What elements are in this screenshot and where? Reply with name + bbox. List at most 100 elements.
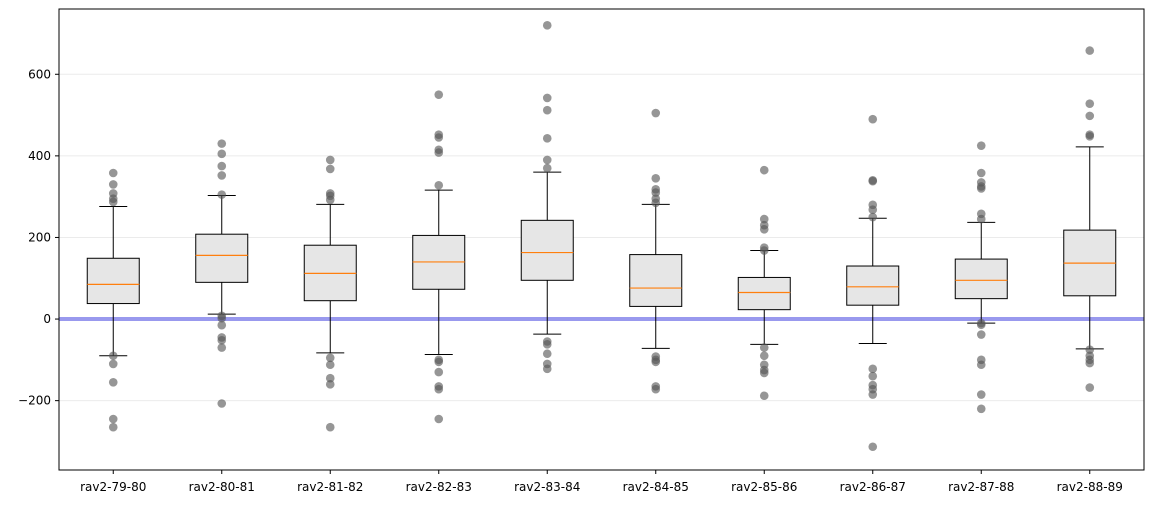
x-tick-label: rav2-88-89 [1057,480,1123,494]
box-rav2-82-83 [412,189,466,356]
plot-frame [58,8,1145,471]
outlier-point [542,93,552,103]
outlier-point [542,364,552,374]
x-tick-label: rav2-82-83 [406,480,472,494]
outlier-point [1085,383,1095,392]
outlier-point [108,168,118,178]
outlier-point [108,351,118,361]
outlier-point [217,335,227,345]
outlier-point [651,188,661,197]
outlier-point [108,180,118,189]
x-tick-label: rav2-80-81 [189,480,255,494]
box-rav2-84-85 [629,203,683,349]
outlier-point [542,105,552,115]
outlier-point [1085,131,1095,141]
outlier-point [651,384,661,394]
outlier-point [759,343,769,352]
outlier-point [325,164,335,174]
iqr-box [629,254,683,307]
outlier-point [542,155,552,165]
outlier-point [108,414,118,424]
y-tick-label: −200 [18,394,51,408]
outlier-point [434,367,444,377]
outlier-point [976,184,986,193]
x-tick-label: rav2-86-87 [840,480,906,494]
outliers-layer [108,21,1095,452]
outlier-point [868,176,878,186]
outlier-point [868,371,878,381]
outlier-point [434,357,444,367]
outlier-point [868,442,878,452]
outlier-point [1085,358,1095,368]
outlier-point [759,225,769,234]
x-tick-label: rav2-81-82 [297,480,363,494]
x-tick-label: rav2-87-88 [948,480,1014,494]
outlier-point [651,198,661,208]
box-rav2-81-82 [303,203,357,354]
outlier-point [542,340,552,349]
outlier-point [759,351,769,361]
outlier-point [651,108,661,118]
box-rav2-83-84 [520,171,574,335]
outlier-point [542,134,552,143]
outlier-point [434,384,444,394]
y-tick-label: 600 [28,67,51,81]
box-rav2-79-80 [86,205,140,357]
outlier-point [759,246,769,255]
outlier-point [217,320,227,330]
outlier-point [1085,345,1095,354]
box-rav2-85-86 [737,250,791,345]
outlier-point [759,391,769,401]
outlier-point [325,360,335,370]
outlier-point [217,343,227,352]
outlier-point [759,214,769,224]
outlier-point [217,313,227,323]
outlier-point [976,404,986,414]
y-tick-label: 400 [28,149,51,163]
x-tick-label: rav2-79-80 [80,480,146,494]
outlier-point [868,364,878,374]
outlier-point [108,359,118,369]
boxes-layer [86,146,1117,357]
outlier-point [108,422,118,432]
outlier-point [651,174,661,183]
outlier-point [976,320,986,330]
outlier-point [976,214,986,224]
outlier-point [542,349,552,359]
outlier-point [108,377,118,387]
outlier-point [325,373,335,383]
outlier-point [976,330,986,339]
outlier-point [542,21,552,30]
outlier-point [325,155,335,165]
outlier-point [325,380,335,389]
outlier-point [325,353,335,363]
outlier-point [108,197,118,207]
outlier-point [976,141,986,150]
outlier-point [434,133,444,142]
outlier-point [759,368,769,378]
outlier-point [217,161,227,171]
y-tick-label: 200 [28,230,51,244]
y-tick-label: 0 [43,312,51,326]
outlier-point [325,422,335,432]
outlier-point [868,212,878,222]
outlier-point [1085,46,1095,55]
x-tick-label: rav2-83-84 [514,480,580,494]
outlier-point [1085,99,1095,108]
outlier-point [434,90,444,99]
outlier-point [542,163,552,173]
outlier-point [434,148,444,157]
outlier-point [976,168,986,178]
box-rav2-88-89 [1063,146,1117,350]
outlier-point [217,139,227,148]
outlier-point [759,165,769,175]
outlier-point [217,190,227,199]
iqr-box [954,258,1008,300]
iqr-box [195,233,249,283]
outlier-point [868,114,878,124]
outlier-point [976,390,986,399]
outlier-point [325,195,335,205]
outlier-point [1085,111,1095,121]
x-tick-label: rav2-85-86 [731,480,797,494]
